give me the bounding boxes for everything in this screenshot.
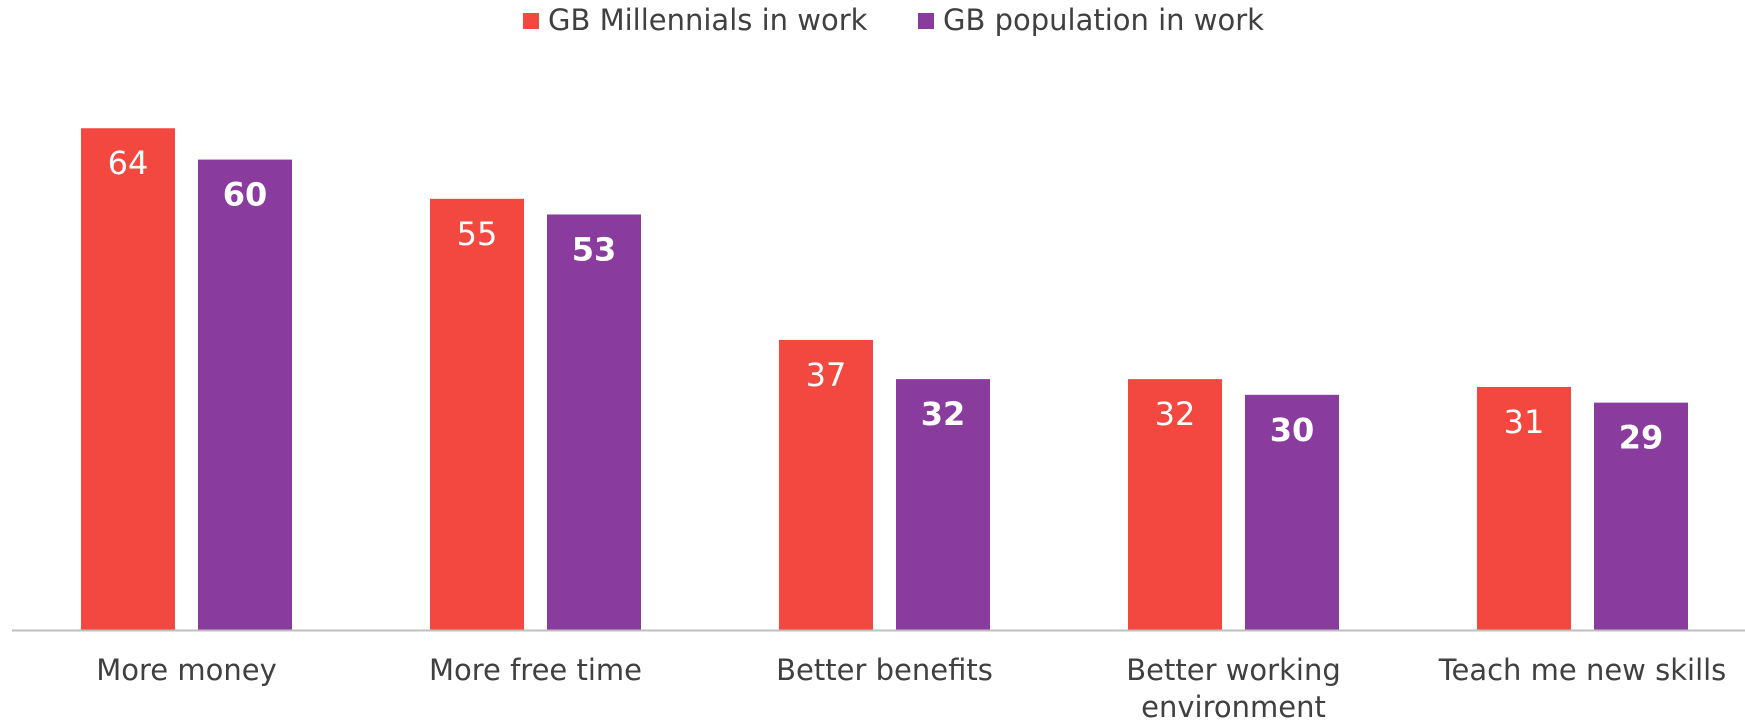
bar-1-3 — [779, 339, 873, 630]
x-axis-tick-labels: More money More free time Better benefits B… — [96, 653, 1726, 723]
legend-label-2: GB population in work — [943, 3, 1264, 37]
data-label-2-2: 53 — [572, 230, 617, 268]
bar-2-3 — [896, 379, 990, 630]
x-tick-label-line: Better working — [1126, 653, 1340, 687]
bars — [81, 128, 1688, 631]
bar-1-2 — [430, 198, 524, 631]
bar-2-1 — [198, 159, 292, 630]
bar-2-4 — [1245, 394, 1339, 630]
bar-2-2 — [547, 214, 641, 631]
data-label-1-5: 31 — [1504, 403, 1545, 441]
legend-label-1: GB Millennials in work — [548, 3, 868, 37]
x-tick-label-3: Better benefits — [776, 653, 993, 687]
data-label-1-2: 55 — [457, 215, 498, 253]
data-label-2-4: 30 — [1270, 411, 1315, 449]
data-label-2-1: 60 — [223, 176, 268, 214]
data-label-2-5: 29 — [1619, 419, 1664, 457]
bar-1-1 — [81, 128, 175, 631]
data-labels: 64 60 55 53 37 32 32 30 31 29 — [108, 144, 1664, 456]
bar-1-5 — [1477, 386, 1571, 630]
legend: GB Millennials in work GB population in w… — [523, 3, 1264, 37]
x-tick-label-4: Better working environment — [1126, 653, 1340, 723]
x-tick-label-line: More free time — [429, 653, 642, 687]
x-tick-label-2: More free time — [429, 653, 642, 687]
x-tick-label-line: More money — [96, 653, 277, 687]
data-label-1-1: 64 — [108, 144, 149, 182]
x-tick-label-1: More money — [96, 653, 277, 687]
legend-swatch-1 — [523, 13, 539, 29]
data-label-1-4: 32 — [1155, 395, 1196, 433]
x-tick-label-line: Better benefits — [776, 653, 993, 687]
bar-2-5 — [1594, 402, 1688, 630]
legend-swatch-2 — [918, 13, 934, 29]
data-label-1-3: 37 — [806, 356, 847, 394]
bar-1-4 — [1128, 379, 1222, 630]
data-label-2-3: 32 — [921, 395, 966, 433]
x-tick-label-line: Teach me new skills — [1438, 653, 1727, 687]
x-tick-label-line: environment — [1141, 690, 1326, 723]
x-tick-label-5: Teach me new skills — [1438, 653, 1727, 687]
